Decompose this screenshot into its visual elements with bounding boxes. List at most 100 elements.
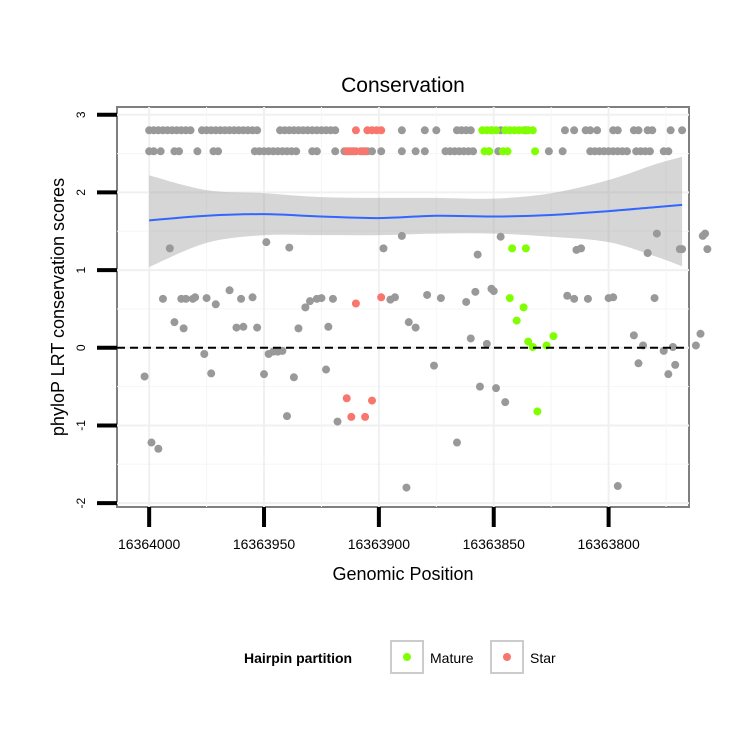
confidence-band-layer [149, 156, 683, 267]
chart-title: Conservation [341, 74, 465, 97]
legend-label-star: Star [530, 650, 556, 666]
point-other-196 [678, 245, 687, 254]
point-mature-14 [503, 147, 512, 156]
point-other-176 [501, 398, 510, 407]
points-layer [140, 126, 712, 492]
point-other-66 [214, 147, 223, 156]
point-mature-25 [549, 332, 558, 341]
point-star-4 [377, 126, 386, 135]
x-axis: 16364000 16363950 16363900 16363850 16363800 [118, 507, 640, 552]
point-mature-17 [521, 244, 530, 253]
point-other-173 [489, 287, 498, 296]
point-other-163 [430, 361, 439, 370]
point-other-164 [436, 294, 445, 303]
point-other-57 [666, 126, 675, 135]
series-star [342, 126, 386, 421]
point-other-61 [156, 147, 165, 156]
point-other-144 [285, 243, 294, 252]
y-tick-label-1: -1 [74, 420, 88, 431]
legend-title: Hairpin partition [244, 650, 352, 666]
point-other-158 [397, 231, 406, 240]
point-other-85 [367, 147, 376, 156]
point-other-76 [292, 147, 301, 156]
point-mature-20 [519, 303, 528, 312]
point-other-162 [423, 290, 432, 299]
point-other-47 [570, 126, 579, 135]
point-other-87 [397, 147, 406, 156]
point-other-200 [701, 229, 710, 238]
point-other-138 [262, 238, 271, 247]
point-other-194 [671, 360, 680, 369]
point-other-179 [563, 291, 572, 300]
point-other-54 [634, 126, 643, 135]
point-other-180 [570, 294, 579, 303]
point-other-148 [305, 297, 314, 306]
point-star-14 [361, 412, 370, 421]
point-other-184 [613, 482, 622, 491]
point-mature-22 [528, 343, 537, 351]
x-tick-label-4: 16363800 [577, 536, 640, 552]
point-other-64 [193, 147, 202, 156]
point-mature-23 [533, 407, 542, 416]
point-other-183 [609, 293, 618, 302]
point-other-153 [328, 294, 337, 303]
point-mature-16 [508, 244, 517, 253]
point-other-136 [253, 323, 262, 332]
point-other-159 [402, 483, 411, 492]
point-other-128 [202, 294, 211, 303]
point-star-15 [367, 396, 376, 405]
point-other-60 [149, 147, 158, 156]
point-other-56 [648, 126, 657, 135]
point-other-134 [239, 322, 248, 331]
point-other-100 [558, 147, 567, 156]
point-other-201 [703, 245, 712, 254]
point-star-9 [361, 147, 370, 156]
point-other-131 [225, 286, 234, 295]
point-other-161 [411, 323, 420, 332]
y-tick-label-0: -2 [74, 497, 88, 508]
point-other-151 [322, 365, 331, 374]
point-other-46 [560, 126, 569, 135]
point-other-146 [294, 324, 303, 333]
y-tick-label-5: 3 [74, 111, 88, 118]
point-other-175 [496, 232, 505, 241]
point-other-135 [248, 293, 257, 302]
x-tick-label-1: 16363950 [233, 536, 296, 552]
point-other-142 [278, 346, 287, 355]
point-star-0 [351, 126, 360, 135]
point-other-123 [179, 324, 188, 333]
point-other-166 [462, 297, 471, 306]
point-other-50 [593, 126, 602, 135]
point-other-191 [659, 346, 668, 355]
plot-panel [116, 106, 690, 508]
point-other-96 [469, 147, 478, 156]
point-other-49 [586, 126, 595, 135]
point-other-120 [165, 244, 174, 253]
point-other-160 [404, 318, 413, 327]
point-mature-15 [531, 147, 540, 156]
point-other-118 [154, 444, 163, 453]
point-other-63 [175, 147, 184, 156]
point-star-11 [377, 293, 386, 302]
point-other-79 [331, 147, 340, 156]
y-tick-label-4: 2 [74, 189, 88, 196]
x-tick-label-0: 16364000 [118, 536, 181, 552]
point-other-189 [650, 294, 659, 303]
point-other-52 [613, 126, 622, 135]
point-other-109 [622, 147, 631, 156]
point-other-154 [333, 417, 342, 426]
point-other-174 [492, 384, 501, 393]
legend-label-mature: Mature [430, 650, 474, 666]
y-tick-label-2: 0 [74, 344, 88, 351]
smooth-line [149, 203, 683, 222]
point-star-10 [351, 299, 360, 308]
point-other-35 [331, 126, 340, 135]
point-other-124 [181, 294, 190, 303]
point-mature-21 [524, 337, 533, 346]
point-other-117 [147, 438, 156, 447]
point-other-130 [211, 300, 220, 309]
smooth-line-layer [149, 203, 683, 222]
y-axis: -2 -1 0 1 2 3 [74, 111, 117, 508]
point-other-190 [652, 229, 661, 238]
